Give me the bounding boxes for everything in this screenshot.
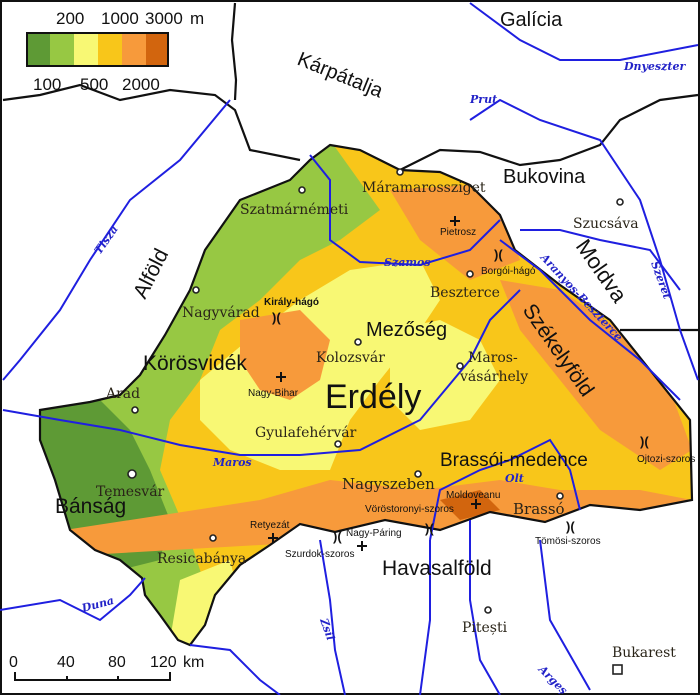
pass-vorostoronyi: Vöröstoronyi-szoros	[365, 504, 454, 515]
peak-markers	[268, 216, 481, 551]
city-marosvasarhely-1: Maros-	[468, 350, 518, 366]
region-bukovina: Bukovina	[503, 166, 586, 188]
legend-tick-100: 100	[33, 75, 61, 94]
pass-tomosi: Tömösi-szoros	[535, 536, 601, 547]
legend-tick-500: 500	[80, 75, 108, 94]
region-mezoseg: Mezőség	[366, 319, 447, 341]
city-bukarest: Bukarest	[612, 645, 676, 661]
city-maramarossziget: Máramarossziget	[362, 180, 486, 196]
city-kolozsvar: Kolozsvár	[316, 350, 385, 366]
svg-text:)(: )(	[640, 434, 649, 449]
legend-tick-1000: 1000	[101, 9, 139, 28]
legend-swatch-6	[146, 33, 168, 66]
city-szucsava: Szucsáva	[573, 216, 639, 232]
legend-swatch-3	[74, 33, 98, 66]
city-szatmarnemeti: Szatmárnémeti	[240, 202, 349, 218]
legend-swatch-2	[50, 33, 74, 66]
river-dnyeszter: Dnyeszter	[623, 60, 686, 73]
pass-ojtozi: Ojtozi-szoros	[637, 454, 695, 465]
city-temesvar: Temesvár	[96, 484, 165, 500]
legend-tick-2000: 2000	[122, 75, 160, 94]
country-borders	[2, 2, 699, 647]
pass-kiraly: Király-hágó	[264, 297, 319, 308]
scale-unit: km	[183, 654, 204, 671]
legend-tick-3000: 3000	[145, 9, 183, 28]
city-brasso: Brassó	[513, 500, 565, 518]
peak-nagy-paring: Nagy-Páring	[346, 528, 402, 539]
legend-unit: m	[190, 9, 204, 28]
scale-tick-120: 120	[150, 654, 177, 671]
scale-tick-0: 0	[9, 654, 18, 671]
legend-swatch-1	[27, 33, 50, 66]
peak-nagy-bihar: Nagy-Bihar	[248, 388, 299, 399]
scale-bar: 0 40 80 120 km	[9, 654, 204, 681]
river-szamos: Szamos	[384, 256, 431, 269]
legend-swatch-4	[98, 33, 122, 66]
city-arad: Arad	[105, 386, 140, 402]
city-beszterce: Beszterce	[430, 285, 500, 301]
svg-text:)(: )(	[333, 529, 342, 544]
svg-text:)(: )(	[566, 519, 575, 534]
river-olt: Olt	[505, 472, 524, 485]
scale-tick-40: 40	[57, 654, 75, 671]
peak-retyezat: Retyezát	[250, 520, 290, 531]
elevation-legend: 200 1000 3000 m 100 500 2000	[26, 9, 204, 94]
city-pitesti: Pitești	[462, 620, 508, 636]
legend-tick-200: 200	[56, 9, 84, 28]
region-korosvidek: Körösvidék	[143, 352, 247, 375]
river-maros: Maros	[212, 456, 252, 469]
river-prut: Prut	[469, 93, 497, 106]
city-gyulafehervar: Gyulafehérvár	[255, 425, 357, 441]
svg-text:)(: )(	[494, 247, 503, 262]
legend-swatch-5	[122, 33, 146, 66]
city-markers	[127, 168, 624, 675]
pass-borgoi: Borgói-hágó	[481, 266, 536, 277]
region-bansag: Bánság	[55, 495, 126, 518]
city-nagyszeben: Nagyszeben	[342, 475, 435, 493]
city-resicabanya: Resicabánya	[157, 551, 246, 567]
region-havasalfold: Havasalföld	[382, 557, 492, 580]
scale-tick-80: 80	[108, 654, 126, 671]
city-marosvasarhely-2: vásárhely	[459, 369, 528, 385]
peak-pietrosz: Pietrosz	[440, 227, 476, 238]
svg-text:)(: )(	[272, 310, 281, 325]
region-galicia: Galícia	[500, 9, 563, 31]
city-nagyvarad: Nagyvárad	[182, 305, 260, 321]
svg-text:)(: )(	[425, 521, 434, 536]
peak-moldoveanu: Moldoveanu	[446, 490, 500, 501]
pass-markers: )( )( )( )( )( )(	[272, 247, 649, 544]
region-erdely: Erdély	[325, 378, 421, 416]
pass-szurdok: Szurdok-szoros	[285, 549, 354, 560]
region-brassoi-medence: Brassói-medence	[440, 450, 588, 471]
